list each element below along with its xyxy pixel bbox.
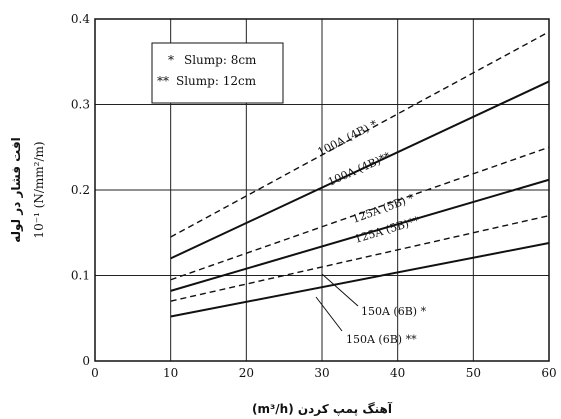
series-label-100a-4b-slump8: 100A (4B) * — [315, 117, 379, 158]
series-line-2 — [170, 80, 550, 260]
x-tick-label-10: 10 — [163, 366, 178, 380]
series-line-4 — [170, 178, 550, 292]
leader-line-150a-slump8 — [321, 273, 359, 307]
tick-labels: 0 10 20 30 40 50 60 0 0.1 0.2 0.3 0.4 — [71, 12, 557, 380]
x-tick-label-50: 50 — [466, 366, 481, 380]
y-axis-title-unit: 10⁻¹ (N/mm²/m) — [32, 141, 46, 238]
legend-marker-1: * — [168, 53, 174, 67]
x-tick-label-20: 20 — [239, 366, 254, 380]
annotation-150a-slump12: 150A (6B) ** — [315, 296, 417, 346]
x-tick-label-60: 60 — [541, 366, 556, 380]
annotation-label-150a-slump8: 150A (6B) * — [361, 305, 427, 318]
leader-line-150a-slump12 — [315, 296, 343, 332]
legend-marker-2: ** — [157, 74, 169, 88]
legend-text-1: Slump: 8cm — [184, 53, 257, 67]
series-line-1 — [170, 31, 550, 238]
y-tick-label-0.4: 0.4 — [71, 12, 90, 26]
series-layer — [170, 31, 550, 318]
annotation-label-150a-slump12: 150A (6B) ** — [346, 333, 417, 346]
series-line-6 — [170, 242, 550, 318]
y-axis-title-persian: افت فشار در لوله — [9, 137, 24, 243]
plot-frame — [94, 18, 550, 362]
x-tick-label-30: 30 — [314, 366, 329, 380]
y-tick-label-0.2: 0.2 — [71, 183, 90, 197]
series-line-3 — [170, 146, 550, 281]
series-line-5 — [170, 214, 550, 302]
x-tick-label-0: 0 — [91, 366, 99, 380]
legend-text-2: Slump: 12cm — [176, 74, 257, 88]
y-tick-label-0.3: 0.3 — [71, 98, 90, 112]
y-tick-label-0: 0 — [82, 354, 90, 368]
series-label-100a-4b-slump12: 100A (4B)** — [326, 149, 393, 188]
legend: * Slump: 8cm ** Slump: 12cm — [151, 42, 284, 104]
x-tick-label-40: 40 — [390, 366, 405, 380]
y-tick-label-0.1: 0.1 — [71, 269, 90, 283]
annotation-150a-slump8: 150A (6B) * — [321, 273, 427, 318]
legend-box — [151, 42, 284, 104]
x-axis-title: آهنگ پمپ کردن (m³/h) — [252, 401, 393, 416]
